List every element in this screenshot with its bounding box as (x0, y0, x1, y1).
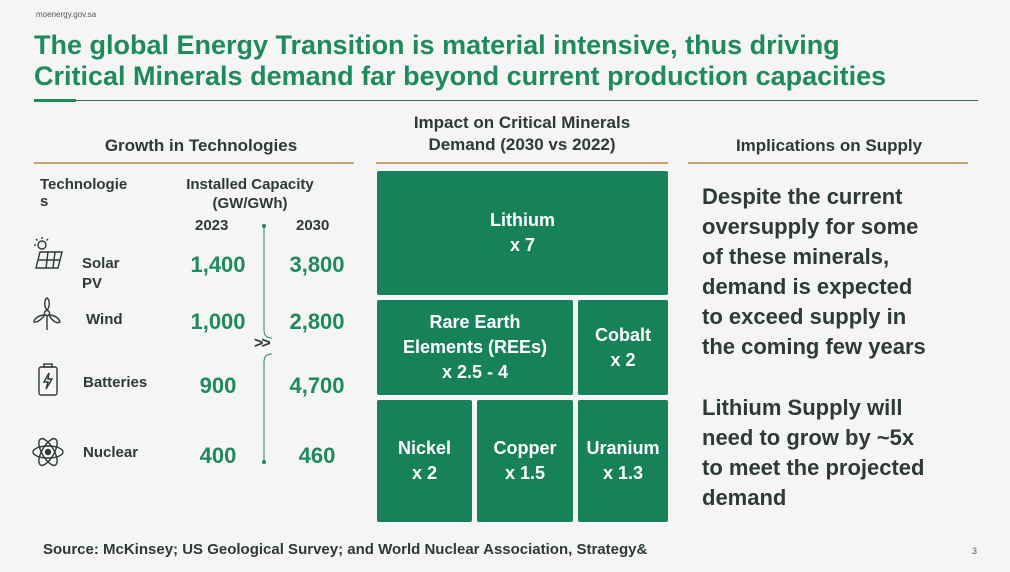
growth-heading-rule (34, 162, 354, 164)
tech-name-wind: Wind (86, 311, 123, 328)
title-line-1: The global Energy Transition is material… (34, 30, 840, 60)
tile-nickel-name: Nickel (397, 438, 452, 458)
tile-ree-multiplier: x 2.5 - 4 (441, 362, 509, 382)
impact-heading-line2: Demand (2030 vs 2022) (428, 135, 616, 154)
technologies-label-line2: s (40, 193, 49, 210)
tech-name-pv: PV (82, 275, 103, 292)
tile-lithium-name: Lithium (490, 210, 555, 230)
technologies-label-line1: Technologie (40, 176, 128, 193)
tile-lithium: Lithium x 7 (377, 171, 668, 295)
tile-rare-earth: Rare Earth Elements (REEs) x 2.5 - 4 (377, 300, 573, 395)
capacity-label-line2: (GW/GWh) (212, 195, 288, 212)
title-divider (34, 100, 978, 101)
tech-name-solar: Solar (82, 255, 120, 272)
wind-2030-value: 2,800 (289, 309, 345, 334)
implication-line: to exceed supply in (702, 304, 907, 329)
tile-uranium: Uranium x 1.3 (578, 400, 668, 522)
implication-line: Lithium Supply will (702, 395, 903, 420)
nuclear-2030-value: 460 (298, 443, 336, 468)
year-2023-label: 2023 (195, 217, 229, 234)
tech-name-batteries: Batteries (83, 374, 148, 391)
capacity-column-label: Installed Capacity (GW/GWh) (170, 175, 330, 213)
impact-heading-line1: Impact on Critical Minerals (413, 113, 631, 132)
batteries-2023-value: 900 (199, 373, 237, 398)
implication-line: demand is expected (702, 274, 913, 299)
implications-heading-rule (688, 162, 968, 164)
implication-line: oversupply for some (702, 214, 919, 239)
wind-turbine-icon (30, 296, 66, 332)
tile-copper: Copper x 1.5 (477, 400, 573, 522)
tile-cobalt: Cobalt x 2 (578, 300, 668, 395)
page-number: 3 (972, 546, 978, 556)
battery-icon (30, 362, 66, 398)
tile-cobalt-name: Cobalt (595, 324, 651, 345)
tile-uranium-multiplier: x 1.3 (602, 463, 644, 483)
tile-copper-name: Copper (493, 438, 557, 458)
tech-name-nuclear: Nuclear (83, 444, 139, 461)
implication-line: demand (702, 485, 787, 510)
tile-ree-name-line1: Rare Earth (429, 312, 521, 332)
tech-row-solar-pv: Solar PV (82, 254, 120, 294)
wind-2023-value: 1,000 (190, 309, 246, 334)
title-divider-accent (34, 99, 76, 102)
solar-2023-value: 1,400 (190, 252, 246, 277)
solar-panel-icon (30, 236, 66, 272)
tile-copper-multiplier: x 1.5 (504, 463, 546, 483)
implication-line: of these minerals, (702, 244, 890, 269)
atom-icon (30, 434, 66, 470)
title-line-2: Critical Minerals demand far beyond curr… (34, 61, 887, 91)
tile-ree-name-line2: Elements (REEs) (402, 337, 548, 357)
solar-2030-value: 3,800 (289, 252, 345, 277)
capacity-label-line1: Installed Capacity (186, 176, 314, 193)
source-note: Source: McKinsey; US Geological Survey; … (43, 541, 648, 558)
site-url: moenergy.gov.sa (36, 10, 97, 19)
impact-heading: Impact on Critical Minerals Demand (2030… (376, 112, 668, 156)
tile-cobalt-multiplier: x 2 (610, 349, 636, 370)
technologies-column-label: Technologie s (40, 176, 127, 210)
implication-line: need to grow by ~5x (702, 425, 915, 450)
growth-arrow: >> (254, 335, 271, 352)
tile-lithium-multiplier: x 7 (509, 235, 536, 255)
implications-paragraph-2: Lithium Supply will need to grow by ~5x … (702, 393, 992, 513)
batteries-2030-value: 4,700 (289, 373, 345, 398)
nuclear-2023-value: 400 (199, 443, 237, 468)
tile-nickel: Nickel x 2 (377, 400, 472, 522)
implications-heading: Implications on Supply (735, 136, 923, 155)
tile-nickel-multiplier: x 2 (411, 463, 438, 483)
tile-uranium-name: Uranium (586, 438, 660, 458)
implication-line: the coming few years (702, 334, 926, 359)
implication-line: Despite the current (702, 184, 903, 209)
year-2030-label: 2030 (296, 217, 330, 234)
implication-line: to meet the projected (702, 455, 925, 480)
implications-paragraph-1: Despite the current oversupply for some … (702, 182, 992, 362)
comparison-divider (262, 224, 273, 464)
growth-heading: Growth in Technologies (104, 136, 298, 155)
impact-heading-rule (376, 162, 668, 164)
slide-title: The global Energy Transition is material… (34, 30, 994, 92)
